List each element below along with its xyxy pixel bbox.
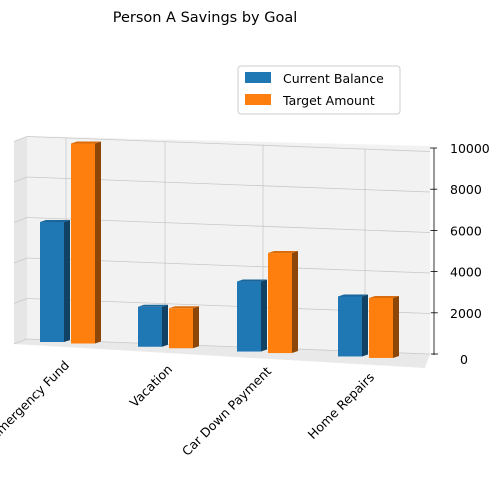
grid-line-back bbox=[26, 136, 431, 152]
left-pane bbox=[14, 136, 27, 344]
legend-box bbox=[237, 65, 401, 115]
bar-side bbox=[261, 279, 267, 352]
grid-line-left bbox=[13, 298, 28, 304]
z-axis-tick-label: 8000 bbox=[450, 182, 482, 197]
bar-side bbox=[64, 220, 70, 342]
bar-side bbox=[193, 306, 199, 349]
bar-current-balance-car-down-payment bbox=[237, 279, 267, 352]
bar-front bbox=[338, 296, 362, 357]
grid-line-left bbox=[13, 176, 28, 183]
bar-side bbox=[362, 294, 368, 357]
back-pane bbox=[27, 136, 430, 354]
bars bbox=[40, 141, 399, 358]
bar-side bbox=[393, 295, 399, 358]
bar-target-amount-emergency-fund bbox=[71, 141, 101, 344]
bar-target-amount-car-down-payment bbox=[268, 251, 298, 354]
x-axis-tick-labels: Emergency Fund Vacation Car Down Payment Ho… bbox=[0, 358, 377, 459]
legend-swatch-target-amount bbox=[245, 94, 271, 105]
bar-front bbox=[138, 306, 162, 347]
z-axis: 0 2000 4000 6000 8000 10000 bbox=[430, 141, 490, 367]
z-axis-tick-label: 0 bbox=[460, 352, 468, 367]
bar-current-balance-vacation bbox=[138, 304, 168, 347]
legend: Current Balance Target Amount bbox=[237, 65, 401, 115]
floor-pane bbox=[14, 339, 430, 368]
bar-top bbox=[338, 294, 368, 297]
x-tick-label-emergency-fund: Emergency Fund bbox=[0, 358, 72, 443]
grid-line-left bbox=[13, 257, 28, 264]
x-tick-label-vacation: Vacation bbox=[127, 362, 176, 411]
bar-top bbox=[138, 304, 168, 307]
bar-front bbox=[369, 297, 393, 358]
bar-top bbox=[369, 295, 399, 298]
bar-front bbox=[237, 281, 261, 352]
x-tick-label-car-down-payment: Car Down Payment bbox=[179, 363, 274, 458]
bar-side bbox=[95, 141, 101, 344]
bar-top bbox=[71, 141, 101, 144]
z-axis-tick-label: 10000 bbox=[450, 141, 490, 156]
bar-side bbox=[162, 304, 168, 347]
bar-front bbox=[71, 143, 95, 344]
legend-label-target-amount: Target Amount bbox=[282, 93, 375, 108]
bar-top bbox=[268, 251, 298, 254]
z-axis-tick-label: 2000 bbox=[450, 306, 482, 321]
grid-line-left bbox=[13, 136, 28, 142]
legend-swatch-current-balance bbox=[245, 72, 271, 83]
bar-side bbox=[292, 251, 298, 354]
bar-target-amount-vacation bbox=[169, 306, 199, 349]
bar-top bbox=[237, 279, 267, 282]
x-tick-label-home-repairs: Home Repairs bbox=[305, 370, 377, 442]
bar-current-balance-emergency-fund bbox=[40, 220, 70, 342]
legend-label-current-balance: Current Balance bbox=[283, 71, 384, 86]
bar-current-balance-home-repairs bbox=[338, 294, 368, 357]
z-axis-tick-label: 4000 bbox=[450, 265, 482, 280]
grid-line-left bbox=[13, 217, 28, 223]
bar-top bbox=[40, 220, 70, 222]
bar-front bbox=[268, 253, 292, 354]
grid-line-left bbox=[13, 338, 28, 345]
bar-top bbox=[169, 306, 199, 309]
chart-title: Person A Savings by Goal bbox=[113, 10, 298, 26]
axes-panes bbox=[14, 136, 430, 368]
bar-front bbox=[40, 222, 64, 342]
z-axis-tick-label: 6000 bbox=[450, 223, 482, 238]
bar-target-amount-home-repairs bbox=[369, 295, 399, 358]
bar-front bbox=[169, 308, 193, 349]
